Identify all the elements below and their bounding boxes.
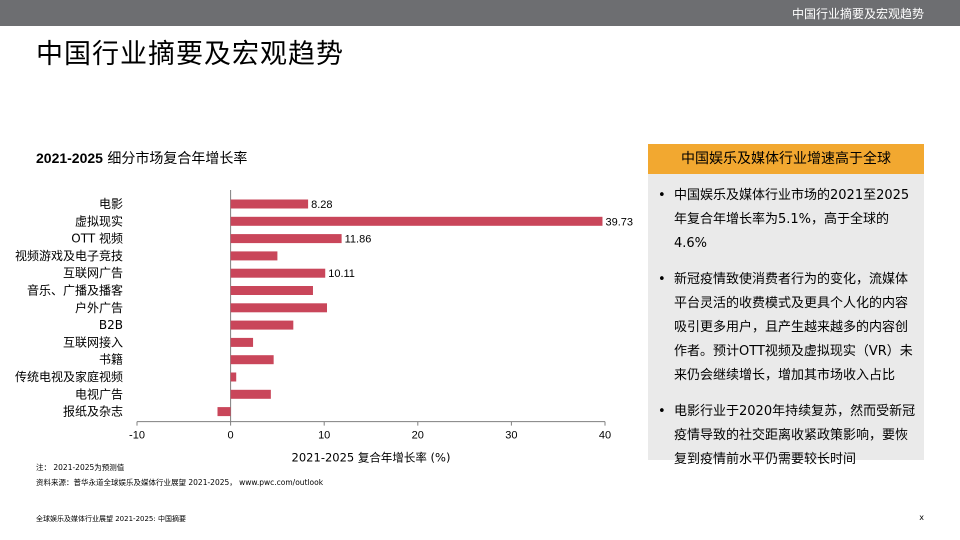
category-label: 虚拟现实 bbox=[75, 213, 123, 228]
data-label: 10.11 bbox=[328, 268, 355, 280]
category-label: OTT 视频 bbox=[71, 231, 123, 246]
data-label: 39.73 bbox=[605, 216, 633, 228]
category-label: 报纸及杂志 bbox=[63, 404, 123, 419]
bar bbox=[230, 372, 237, 382]
category-label: 书籍 bbox=[99, 352, 123, 367]
bar-chart: -10 0 10 20 30 40 电影 8.28 虚拟现实 39.73 OTT 视频 11.86 视频… bbox=[15, 190, 633, 465]
category-label: 互联网接入 bbox=[63, 334, 123, 349]
bar bbox=[230, 268, 326, 278]
bar bbox=[230, 389, 271, 399]
category-label: 户外广告 bbox=[75, 300, 123, 315]
chart-note: 注： 2021-2025为预测值 bbox=[36, 463, 125, 472]
summary-panel-title: 中国娱乐及媒体行业增速高于全球 bbox=[648, 144, 924, 174]
page-title: 中国行业摘要及宏观趋势 bbox=[36, 39, 344, 70]
bar bbox=[230, 303, 328, 313]
category-label: 电视广告 bbox=[75, 386, 123, 401]
section-title: 中国行业摘要及宏观趋势 bbox=[791, 7, 924, 21]
category-label: 音乐、广播及播客 bbox=[27, 283, 123, 298]
bar bbox=[230, 355, 274, 365]
bar bbox=[230, 286, 313, 295]
bar bbox=[217, 407, 231, 417]
page-number: x bbox=[919, 513, 924, 522]
summary-bullet: 电影行业于2020年持续复苏，然而受新冠疫情导致的社交距离收紧政策影响，要恢复到… bbox=[648, 400, 924, 472]
x-tick-label: -10 bbox=[129, 430, 145, 442]
category-label: B2B bbox=[99, 318, 123, 332]
x-axis-title: 2021-2025 复合年增长率 (%) bbox=[292, 451, 451, 465]
chart-title-text: 细分市场复合年增长率 bbox=[102, 151, 248, 167]
bar bbox=[230, 199, 309, 209]
bar bbox=[230, 251, 278, 261]
category-label: 传统电视及家庭视频 bbox=[15, 369, 123, 384]
x-tick-label: 20 bbox=[412, 430, 424, 442]
data-label: 8.28 bbox=[311, 199, 332, 211]
chart-title: 2021-2025 细分市场复合年增长率 bbox=[36, 148, 247, 168]
category-label: 视频游戏及电子竞技 bbox=[15, 248, 123, 263]
x-tick-label: 40 bbox=[599, 430, 611, 442]
chart-source: 资料来源：普华永道全球娱乐及媒体行业展望 2021-2025， www.pwc.… bbox=[36, 478, 324, 487]
top-banner: 中国行业摘要及宏观趋势 bbox=[0, 0, 960, 26]
x-tick-label: 10 bbox=[318, 430, 330, 442]
chart-title-years: 2021-2025 bbox=[36, 150, 103, 166]
x-tick-label: 30 bbox=[505, 430, 517, 442]
category-label: 电影 bbox=[99, 197, 123, 211]
x-tick-label: 0 bbox=[228, 430, 234, 442]
summary-bullets: 中国娱乐及媒体行业市场的2021至2025年复合年增长率为5.1%，高于全球的4… bbox=[648, 184, 924, 484]
bar bbox=[230, 234, 342, 244]
data-label: 11.86 bbox=[345, 234, 372, 246]
summary-bullet: 新冠疫情致使消费者行为的变化，流媒体平台灵活的收费模式及更具个人化的内容吸引更多… bbox=[648, 268, 924, 388]
summary-bullet: 中国娱乐及媒体行业市场的2021至2025年复合年增长率为5.1%，高于全球的4… bbox=[648, 184, 924, 256]
bar bbox=[230, 337, 254, 347]
footer-publication: 全球娱乐及媒体行业展望 2021-2025: 中国摘要 bbox=[36, 515, 186, 523]
bar bbox=[230, 320, 294, 330]
bar bbox=[230, 216, 603, 226]
category-label: 互联网广告 bbox=[63, 266, 123, 280]
